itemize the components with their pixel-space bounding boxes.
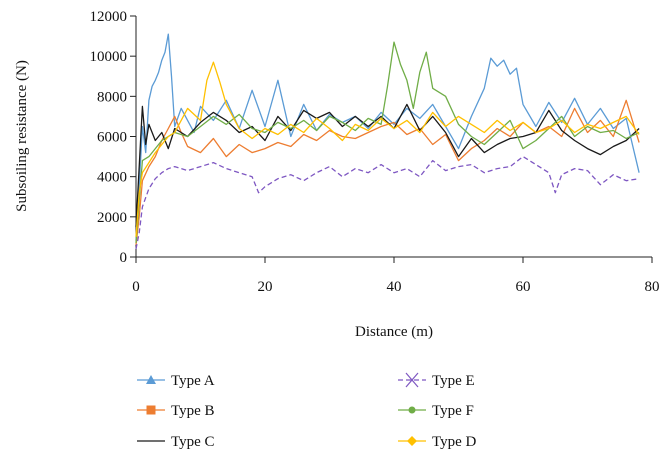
legend-marker-diamond — [407, 436, 417, 446]
x-tick-label: 80 — [645, 279, 660, 295]
y-axis-title: Subsoiling resistance (N) — [14, 60, 30, 212]
legend-item: Type E — [398, 372, 475, 389]
legend-item: Type F — [398, 403, 474, 419]
x-tick-label: 40 — [387, 279, 402, 295]
x-tick-label: 0 — [132, 279, 140, 295]
axes: 0 2000 4000 6000 8000 10000 12000 0 20 40 60 80 — [90, 9, 660, 295]
legend-label: Type A — [171, 373, 215, 389]
legend-marker-x — [405, 372, 419, 388]
legend-label: Type E — [432, 373, 475, 389]
y-tick-label: 0 — [120, 250, 128, 266]
legend-item: Type D — [398, 434, 477, 450]
legend-marker-square — [146, 405, 156, 415]
y-tick-label: 10000 — [90, 49, 128, 65]
legend-label: Type D — [432, 434, 477, 450]
legend-item: Type A — [137, 373, 215, 389]
y-tick-label: 12000 — [90, 9, 128, 25]
x-axis-title: Distance (m) — [355, 324, 433, 340]
x-tick-label: 60 — [516, 279, 531, 295]
legend: Type A Type B Type C Type E Type F Type D — [137, 372, 477, 450]
legend-marker-triangle — [146, 375, 156, 384]
legend-marker-circle — [408, 406, 416, 414]
legend-label: Type F — [432, 403, 474, 419]
plot-area — [135, 33, 640, 250]
x-tick-label: 20 — [258, 279, 273, 295]
series-line-type-c — [135, 103, 640, 227]
legend-item: Type B — [137, 403, 215, 419]
series-line-type-e — [135, 155, 640, 250]
y-tick-label: 8000 — [97, 89, 127, 105]
series-line-type-d — [135, 61, 640, 237]
y-tick-label: 4000 — [97, 170, 127, 186]
series-line-type-f — [135, 41, 640, 243]
series-line-type-a — [135, 33, 640, 241]
series-line-type-b — [135, 99, 640, 245]
legend-label: Type C — [171, 434, 215, 450]
y-tick-label: 2000 — [97, 210, 127, 226]
y-tick-label: 6000 — [97, 130, 127, 146]
legend-item: Type C — [137, 434, 215, 450]
legend-label: Type B — [171, 403, 215, 419]
